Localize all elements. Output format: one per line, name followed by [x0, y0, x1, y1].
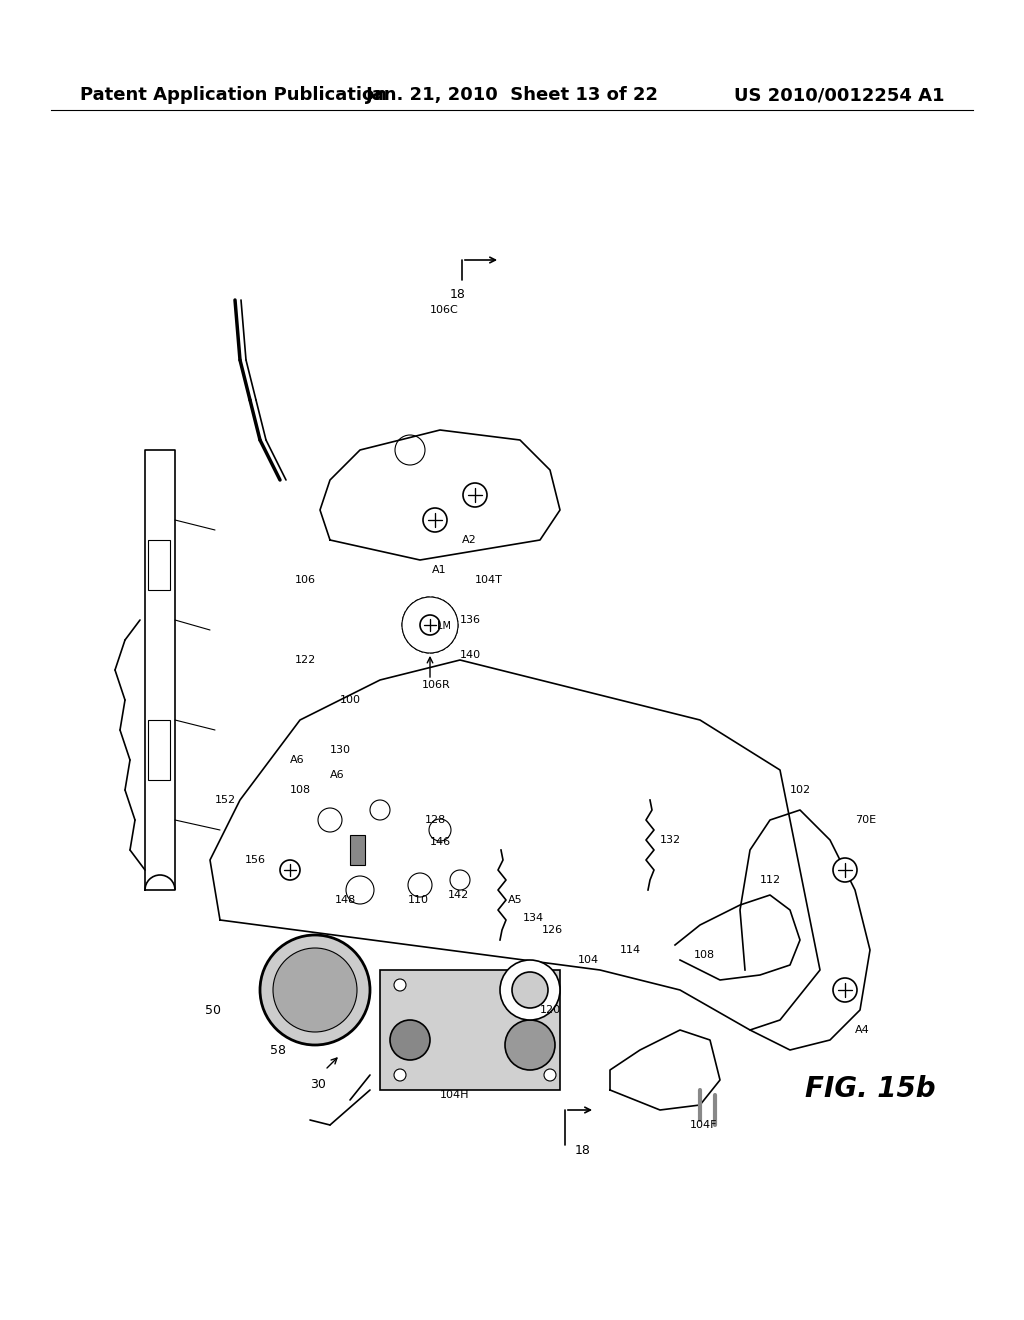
Text: 104F: 104F: [690, 1119, 718, 1130]
Circle shape: [346, 876, 374, 904]
Circle shape: [402, 597, 458, 653]
Circle shape: [450, 870, 470, 890]
Circle shape: [833, 978, 857, 1002]
Text: 104T: 104T: [475, 576, 503, 585]
Text: 130: 130: [330, 744, 351, 755]
Text: 104: 104: [578, 954, 599, 965]
Text: 106R: 106R: [422, 680, 451, 690]
Text: 148: 148: [335, 895, 356, 906]
Text: 106C: 106C: [430, 305, 459, 315]
Text: A4: A4: [855, 1026, 869, 1035]
Circle shape: [390, 1020, 430, 1060]
Circle shape: [395, 436, 425, 465]
Text: 70E: 70E: [855, 814, 877, 825]
Text: 146: 146: [430, 837, 452, 847]
Circle shape: [463, 483, 487, 507]
Text: 152: 152: [215, 795, 237, 805]
Text: 114: 114: [620, 945, 641, 954]
Circle shape: [408, 873, 432, 898]
Text: 112: 112: [760, 875, 781, 884]
Bar: [350, 836, 365, 865]
Text: 120: 120: [540, 1005, 561, 1015]
Text: 18: 18: [450, 289, 466, 301]
Text: 58: 58: [270, 1044, 286, 1056]
Circle shape: [394, 979, 406, 991]
Circle shape: [500, 960, 560, 1020]
Text: 108: 108: [290, 785, 311, 795]
Circle shape: [370, 800, 390, 820]
Text: 134: 134: [523, 913, 544, 923]
Circle shape: [318, 808, 342, 832]
Text: 110: 110: [408, 895, 429, 906]
Circle shape: [420, 615, 440, 635]
Text: Patent Application Publication: Patent Application Publication: [80, 86, 387, 104]
Text: A6: A6: [290, 755, 304, 766]
Text: 132: 132: [660, 836, 681, 845]
Circle shape: [394, 1069, 406, 1081]
Text: 128: 128: [425, 814, 446, 825]
Text: 142: 142: [449, 890, 469, 900]
Circle shape: [833, 858, 857, 882]
Text: 122: 122: [295, 655, 316, 665]
Circle shape: [280, 861, 300, 880]
Text: 30: 30: [310, 1078, 326, 1092]
Text: 102: 102: [790, 785, 811, 795]
Text: 156: 156: [245, 855, 266, 865]
Text: 140: 140: [460, 649, 481, 660]
Circle shape: [429, 818, 451, 841]
Bar: [148, 540, 170, 590]
Text: 106: 106: [295, 576, 316, 585]
Circle shape: [423, 508, 447, 532]
Text: 18: 18: [575, 1143, 591, 1156]
Text: 108: 108: [694, 950, 715, 960]
Bar: [148, 719, 170, 780]
Text: 104H: 104H: [440, 1090, 469, 1100]
Text: 136: 136: [460, 615, 481, 624]
Circle shape: [544, 979, 556, 991]
Text: 100: 100: [340, 696, 361, 705]
Text: A2: A2: [462, 535, 477, 545]
Text: FIG. 15b: FIG. 15b: [805, 1074, 936, 1104]
Circle shape: [512, 972, 548, 1008]
Text: Jan. 21, 2010  Sheet 13 of 22: Jan. 21, 2010 Sheet 13 of 22: [366, 86, 658, 104]
Circle shape: [505, 1020, 555, 1071]
Circle shape: [544, 1069, 556, 1081]
Text: 50: 50: [205, 1003, 221, 1016]
Bar: [380, 970, 560, 1090]
Circle shape: [273, 948, 357, 1032]
Text: US 2010/0012254 A1: US 2010/0012254 A1: [733, 86, 944, 104]
Text: 126: 126: [542, 925, 563, 935]
Text: A1: A1: [432, 565, 446, 576]
Circle shape: [260, 935, 370, 1045]
Text: A5: A5: [508, 895, 522, 906]
Text: A6: A6: [330, 770, 345, 780]
Text: LM: LM: [437, 620, 451, 631]
